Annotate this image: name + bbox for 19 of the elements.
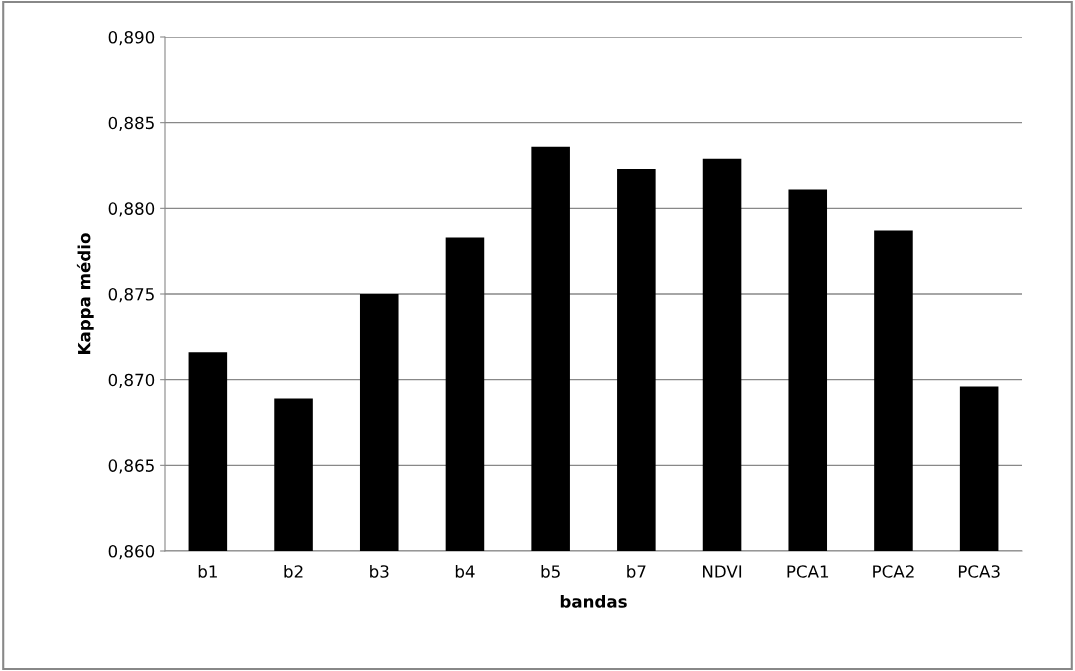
x-tick-label: PCA1	[787, 565, 829, 578]
x-tick-label: b3	[370, 564, 389, 578]
x-tick-label: b7	[627, 564, 646, 578]
y-tick-label: 0,870	[108, 373, 155, 388]
x-tick-label: PCA3	[958, 565, 1000, 578]
x-tick-label: b1	[198, 564, 217, 578]
y-tick-label: 0,875	[108, 287, 154, 303]
y-axis-title: Kappa médio	[76, 233, 94, 354]
y-tick-label: 0,885	[108, 116, 154, 131]
y-tick-label: 0,865	[108, 459, 154, 474]
x-tick-label: b4	[455, 564, 475, 578]
y-tick-label: 0,860	[108, 544, 155, 560]
y-tick-label: 0,890	[108, 30, 155, 46]
x-axis-title: bandas	[560, 594, 627, 608]
x-tick-label: PCA2	[873, 565, 914, 578]
y-tick-label: 0,880	[108, 202, 155, 217]
x-tick-label: b5	[541, 564, 560, 578]
x-tick-label: b2	[284, 564, 303, 578]
x-tick-label: NDVI	[703, 565, 742, 578]
